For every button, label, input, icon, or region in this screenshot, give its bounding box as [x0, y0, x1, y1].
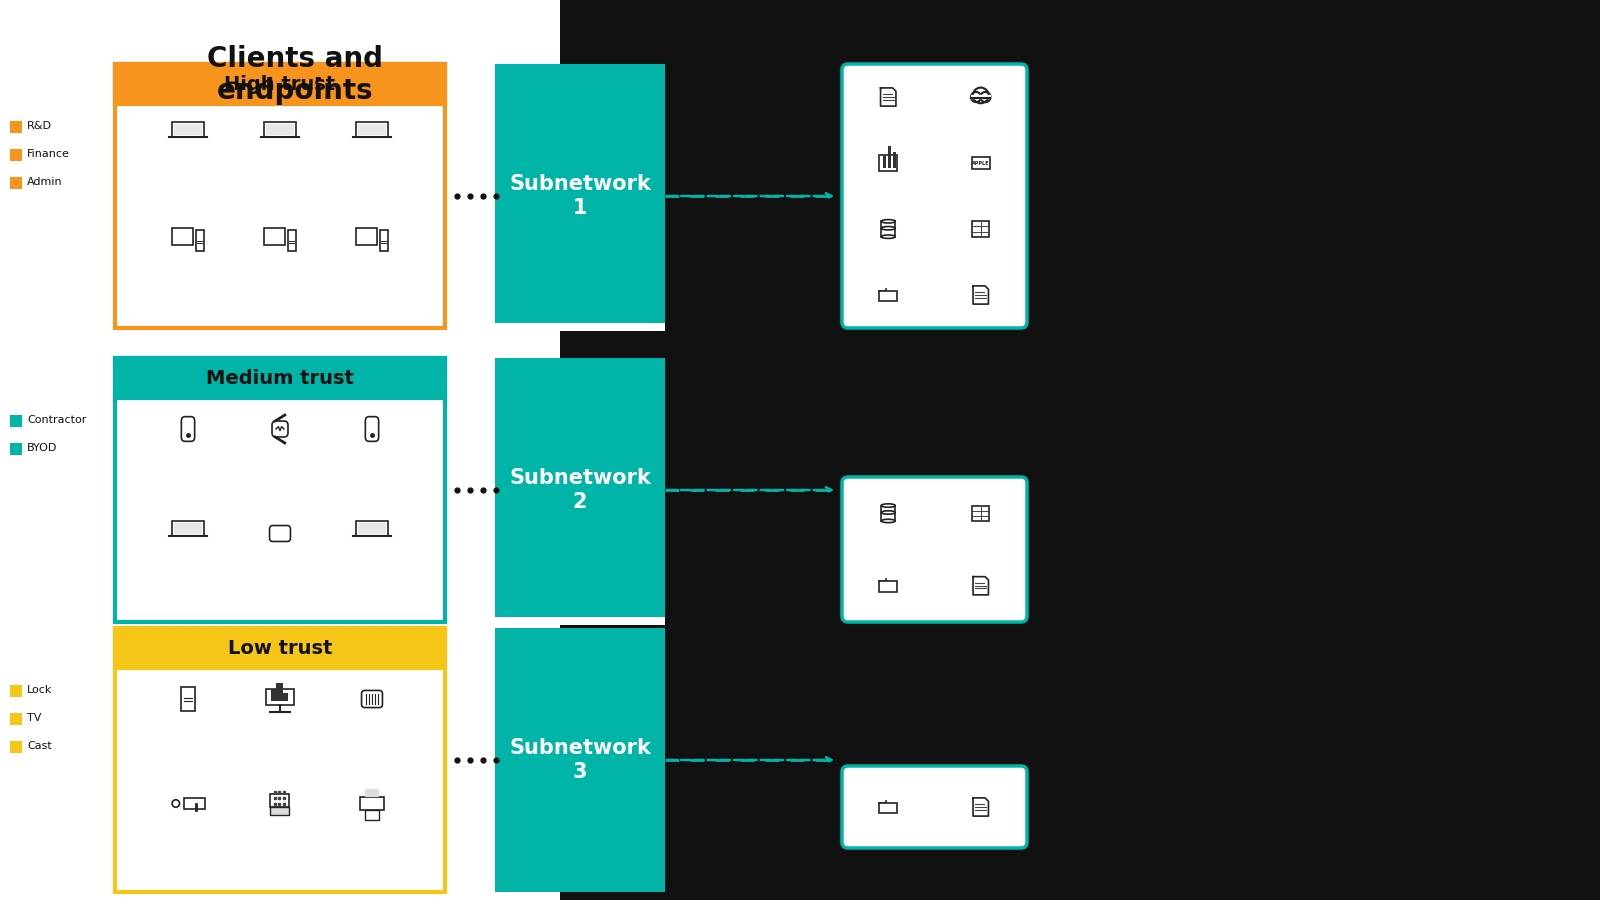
Bar [888, 146, 891, 167]
Bar [494, 628, 666, 892]
Text: High trust: High trust [224, 75, 336, 94]
Bar [878, 581, 898, 592]
Text: Subnetwork
1: Subnetwork 1 [509, 175, 651, 218]
Bar [115, 628, 445, 668]
Bar [115, 358, 445, 622]
FancyBboxPatch shape [842, 477, 1027, 622]
Bar [266, 124, 294, 135]
Bar [264, 228, 285, 245]
Bar [0, 0, 560, 900]
FancyBboxPatch shape [365, 417, 379, 441]
Bar [358, 523, 386, 534]
Text: Finance: Finance [27, 149, 70, 159]
Bar [357, 228, 378, 245]
Bar [181, 688, 195, 711]
Bar [10, 177, 21, 188]
Bar [365, 810, 379, 820]
Bar [971, 157, 990, 169]
Bar [973, 506, 989, 521]
Bar [266, 688, 294, 706]
Text: BYOD: BYOD [27, 443, 58, 453]
Bar [115, 64, 445, 328]
Bar [277, 683, 283, 701]
Bar [494, 358, 666, 622]
Bar [10, 685, 21, 697]
Bar [10, 741, 21, 752]
FancyBboxPatch shape [842, 766, 1027, 848]
Bar [10, 149, 21, 160]
Bar [494, 323, 666, 331]
Bar [171, 521, 205, 535]
Bar [10, 713, 21, 725]
Bar [878, 803, 898, 814]
Text: Subnetwork
2: Subnetwork 2 [509, 468, 651, 511]
Polygon shape [878, 801, 885, 803]
Text: R&D: R&D [27, 121, 51, 131]
Bar [878, 156, 898, 171]
Bar [171, 122, 205, 137]
Bar [115, 64, 445, 104]
Bar [173, 228, 194, 245]
Text: Cast: Cast [27, 741, 51, 751]
Bar [272, 689, 278, 701]
Bar [195, 230, 203, 251]
Bar [973, 221, 989, 237]
Text: APPLE: APPLE [973, 160, 989, 166]
Text: Subnetwork
3: Subnetwork 3 [509, 738, 651, 781]
Polygon shape [880, 88, 896, 106]
FancyBboxPatch shape [272, 421, 288, 437]
Bar [10, 443, 21, 454]
Text: Low trust: Low trust [227, 638, 333, 658]
Polygon shape [973, 798, 989, 816]
Bar [264, 122, 296, 137]
Text: Clients and
endpoints: Clients and endpoints [206, 45, 382, 105]
Text: Applications
and destinations: Applications and destinations [862, 15, 1006, 48]
Bar [494, 617, 666, 625]
FancyBboxPatch shape [181, 417, 195, 441]
Polygon shape [878, 289, 885, 291]
Bar [379, 230, 387, 251]
Bar [280, 693, 288, 701]
Text: Lock: Lock [27, 685, 53, 695]
Bar [893, 151, 896, 167]
Text: Contractor: Contractor [27, 415, 86, 425]
Polygon shape [878, 580, 885, 581]
Bar [270, 794, 290, 807]
Bar [270, 807, 290, 815]
Bar [184, 798, 205, 809]
Bar [358, 124, 386, 135]
Bar [174, 124, 202, 135]
Bar [365, 788, 379, 796]
Bar [174, 523, 202, 534]
Text: Medium trust: Medium trust [206, 368, 354, 388]
FancyBboxPatch shape [842, 64, 1027, 328]
Bar [115, 358, 445, 398]
Text: TV: TV [27, 713, 42, 723]
Text: Admin: Admin [27, 177, 62, 187]
Bar [10, 121, 21, 132]
Bar [360, 796, 384, 810]
Bar [878, 291, 898, 302]
Bar [115, 628, 445, 892]
Polygon shape [973, 286, 989, 304]
Bar [494, 64, 666, 328]
Bar [355, 122, 389, 137]
Bar [10, 415, 21, 427]
FancyBboxPatch shape [362, 690, 382, 707]
Bar [355, 521, 389, 535]
Bar [288, 230, 296, 251]
FancyBboxPatch shape [269, 526, 291, 542]
Polygon shape [973, 577, 989, 595]
Bar [883, 156, 885, 167]
